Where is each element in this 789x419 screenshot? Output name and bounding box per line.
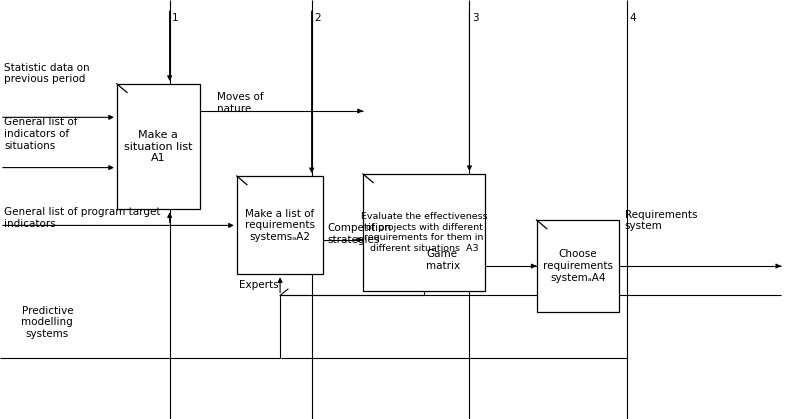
Text: Make a
situation list
A1: Make a situation list A1 bbox=[124, 130, 193, 163]
Bar bbox=[363, 174, 485, 291]
Text: 1: 1 bbox=[172, 13, 178, 23]
Text: Evaluate the effectiveness
of projects with different
requirements for them in
d: Evaluate the effectiveness of projects w… bbox=[361, 212, 488, 253]
Text: 4: 4 bbox=[630, 13, 636, 23]
Text: Game
matrix: Game matrix bbox=[426, 249, 460, 271]
Bar bbox=[117, 84, 200, 210]
Text: Predictive
modelling
systems: Predictive modelling systems bbox=[21, 306, 73, 339]
Bar bbox=[537, 220, 619, 312]
Text: General list of program target
indicators: General list of program target indicator… bbox=[4, 207, 160, 229]
Text: 2: 2 bbox=[314, 13, 320, 23]
Text: Experts: Experts bbox=[239, 280, 279, 290]
Text: Competition
strategies: Competition strategies bbox=[327, 223, 391, 245]
Bar bbox=[237, 176, 323, 274]
Text: Requirements
system: Requirements system bbox=[625, 210, 697, 231]
Text: Make a list of
requirements
systemsₐA2: Make a list of requirements systemsₐA2 bbox=[245, 209, 315, 242]
Text: General list of
indicators of
situations: General list of indicators of situations bbox=[4, 117, 77, 150]
Text: Statistic data on
previous period: Statistic data on previous period bbox=[4, 63, 90, 85]
Text: Choose
requirements
systemₐA4: Choose requirements systemₐA4 bbox=[543, 249, 613, 283]
Text: Moves of
nature: Moves of nature bbox=[217, 92, 264, 114]
Text: 3: 3 bbox=[472, 13, 478, 23]
